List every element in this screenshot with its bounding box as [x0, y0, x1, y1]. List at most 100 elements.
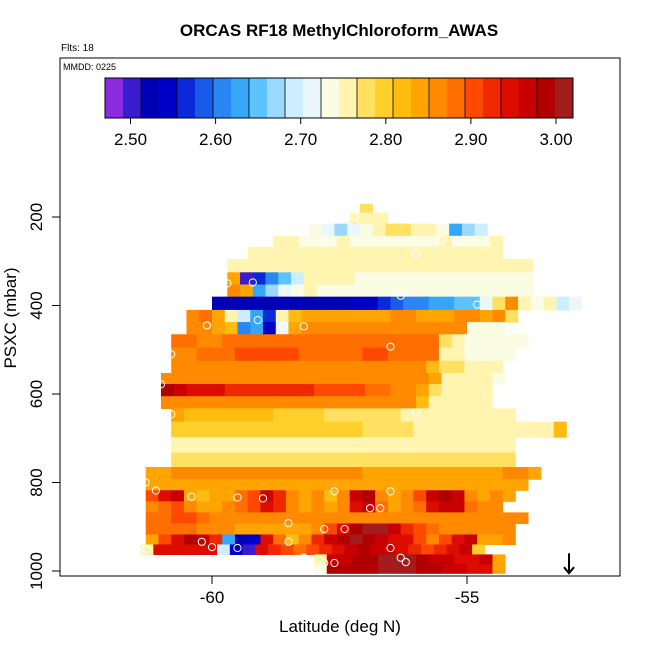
heatmap-cell [336, 408, 351, 423]
heatmap-cell [451, 437, 465, 454]
heatmap-cell [444, 259, 458, 273]
heatmap-cell [171, 479, 185, 491]
heatmap-cell [311, 501, 325, 513]
heatmap-cell [234, 490, 249, 502]
heatmap-cell [400, 347, 414, 362]
heatmap-cell [339, 554, 353, 565]
heatmap-cell [324, 421, 338, 438]
heatmap-cell [362, 501, 376, 513]
sample-markers [121, 212, 482, 568]
heatmap-cell [489, 347, 504, 362]
heatmap-cell [171, 334, 185, 349]
heatmap-cell [362, 212, 376, 225]
heatmap-cell [349, 437, 363, 454]
heatmap-cell [324, 347, 338, 362]
heatmap-cell [324, 523, 338, 536]
heatmap-cell [451, 501, 465, 513]
heatmap-cell [263, 309, 277, 323]
heatmap-cell [186, 384, 200, 397]
heatmap-cell [416, 564, 430, 574]
heatmap-cell [311, 467, 325, 480]
sample-marker [366, 504, 375, 513]
heatmap-cell [183, 334, 198, 349]
heatmap-cell [464, 246, 478, 260]
heatmap-cell [298, 246, 312, 260]
heatmap-cell [477, 360, 491, 374]
heatmap-cell [349, 347, 363, 362]
heatmap-cell [387, 347, 402, 362]
heatmap-cell [489, 467, 504, 480]
heatmap-cell [377, 554, 391, 565]
heatmap-cell [352, 296, 366, 311]
heatmap-cell [199, 372, 213, 385]
heatmap-cell [311, 490, 325, 502]
heatmap-cell [365, 309, 379, 323]
heatmap-cell [502, 490, 516, 502]
heatmap-cell [171, 347, 185, 362]
colorbar-segment [465, 78, 484, 118]
arrow-head [563, 566, 575, 575]
heatmap-cell [502, 408, 516, 423]
heatmap-cell [173, 372, 187, 385]
colorbar-segment [303, 78, 322, 118]
colorbar-segment [213, 78, 232, 118]
heatmap-cell [324, 479, 338, 491]
heatmap-cell [377, 309, 391, 323]
colorbar-segment [321, 78, 340, 118]
heatmap-cell [438, 452, 453, 468]
heatmap-cell [145, 512, 159, 525]
heatmap-cell [183, 501, 198, 513]
sample-marker [386, 342, 395, 351]
heatmap-cell [247, 501, 261, 513]
sample-marker [386, 487, 395, 496]
heatmap-cell [403, 372, 417, 385]
heatmap-cell [199, 309, 213, 323]
colorbar-segment [357, 78, 376, 118]
heatmap-cell [324, 360, 338, 374]
heatmap-cell [515, 421, 529, 438]
heatmap-cell [413, 437, 427, 454]
sample-marker [284, 537, 293, 546]
heatmap-cell [375, 246, 389, 260]
heatmap-cell [234, 360, 249, 374]
heatmap-cell [306, 544, 320, 556]
heatmap-cell [479, 396, 493, 409]
plot-frame [59, 57, 621, 577]
sample-marker [299, 322, 308, 331]
heatmap-cell [183, 437, 198, 454]
heatmap-cell [441, 564, 455, 574]
heatmap-cell [145, 534, 159, 546]
heatmap-cell [347, 223, 361, 237]
heatmap-cell [428, 554, 442, 565]
heatmap-cell [285, 467, 300, 480]
heatmap-cell [191, 544, 205, 556]
heatmap-cell [285, 452, 300, 468]
heatmap-cell [428, 322, 442, 335]
heatmap-cell [349, 334, 363, 349]
heatmap-cell [390, 309, 404, 323]
sample-marker [167, 350, 176, 359]
heatmap-cell [403, 309, 417, 323]
heatmap-cell [477, 408, 491, 423]
heatmap-cell [234, 534, 249, 546]
heatmap-cell [492, 322, 506, 335]
heatmap-cell [183, 421, 198, 438]
heatmap-cell [477, 512, 491, 525]
heatmap-cell [528, 421, 542, 438]
heatmap-cell [352, 384, 366, 397]
heatmap-cell [569, 296, 583, 311]
heatmap-cell [408, 544, 422, 556]
heatmap-cell [224, 372, 238, 385]
heatmap-cell [196, 347, 210, 362]
heatmap-cell [441, 384, 455, 397]
heatmap-cell [204, 544, 218, 556]
heatmap-cell [426, 235, 440, 248]
heatmap-cell [464, 408, 478, 423]
heatmap-cell [400, 408, 414, 423]
heatmap-cell [311, 512, 325, 525]
heatmap-cell [426, 452, 440, 468]
heatmap-cell [212, 372, 226, 385]
heatmap-cell [260, 421, 274, 438]
heatmap-cell [418, 259, 432, 273]
heatmap-cell [291, 259, 305, 273]
